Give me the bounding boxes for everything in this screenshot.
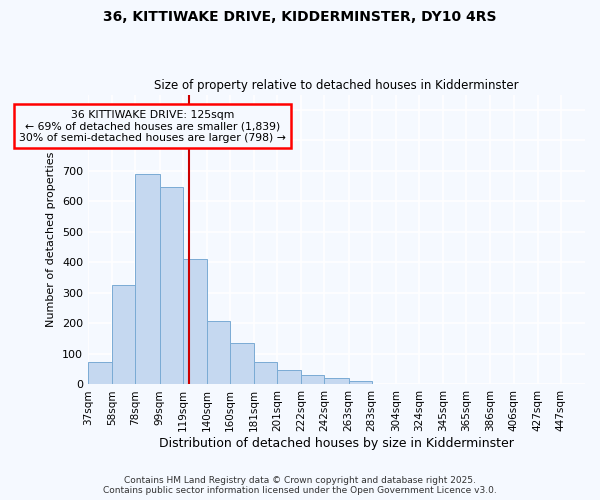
- Bar: [230, 342, 254, 384]
- Bar: [301, 374, 325, 384]
- Text: 36 KITTIWAKE DRIVE: 125sqm
← 69% of detached houses are smaller (1,839)
30% of s: 36 KITTIWAKE DRIVE: 125sqm ← 69% of deta…: [19, 110, 286, 143]
- Bar: [112, 286, 135, 384]
- Bar: [325, 378, 349, 384]
- Y-axis label: Number of detached properties: Number of detached properties: [46, 152, 56, 327]
- Bar: [207, 321, 230, 384]
- Bar: [182, 260, 207, 384]
- Title: Size of property relative to detached houses in Kidderminster: Size of property relative to detached ho…: [154, 79, 519, 92]
- Bar: [349, 382, 371, 384]
- Text: Contains HM Land Registry data © Crown copyright and database right 2025.
Contai: Contains HM Land Registry data © Crown c…: [103, 476, 497, 495]
- Bar: [254, 362, 277, 384]
- X-axis label: Distribution of detached houses by size in Kidderminster: Distribution of detached houses by size …: [159, 437, 514, 450]
- Bar: [277, 370, 301, 384]
- Bar: [160, 186, 182, 384]
- Bar: [88, 362, 112, 384]
- Bar: [135, 174, 160, 384]
- Text: 36, KITTIWAKE DRIVE, KIDDERMINSTER, DY10 4RS: 36, KITTIWAKE DRIVE, KIDDERMINSTER, DY10…: [103, 10, 497, 24]
